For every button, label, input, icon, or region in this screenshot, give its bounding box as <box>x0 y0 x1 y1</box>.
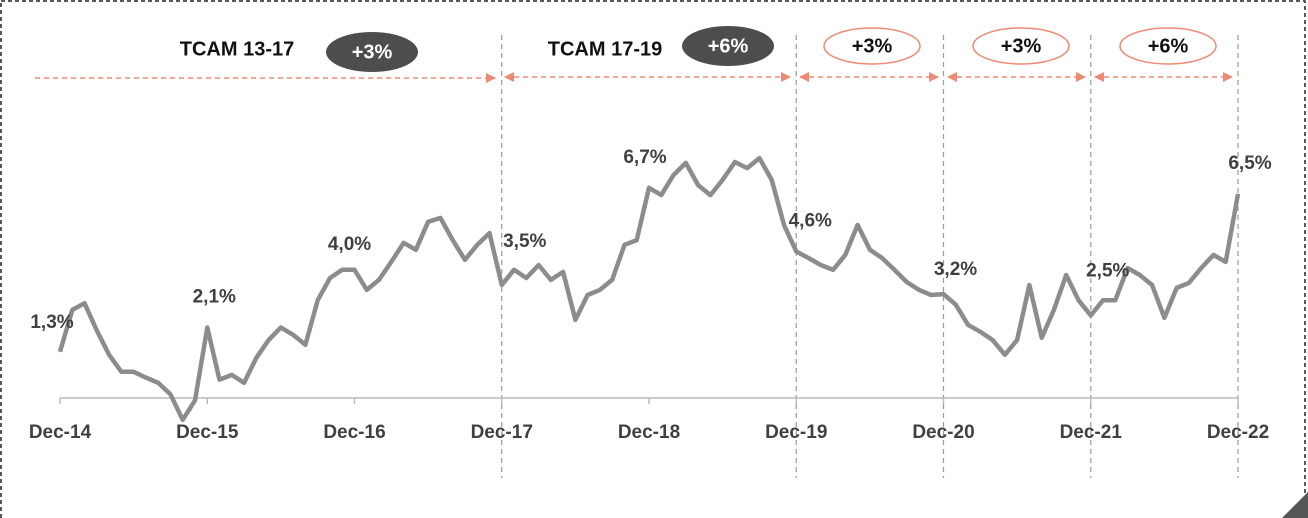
period-label: TCAM 13-17 <box>180 38 294 60</box>
rate-pill <box>823 27 921 65</box>
rate-label: +3% <box>1001 35 1042 57</box>
x-tick-label: Dec-22 <box>1207 422 1269 443</box>
x-tick-label: Dec-14 <box>29 422 92 443</box>
rate-pill <box>972 27 1070 65</box>
period-label: TCAM 17-19 <box>548 38 662 60</box>
x-tick-label: Dec-17 <box>471 422 533 443</box>
value-label: 2,1% <box>193 287 236 308</box>
rate-label: +3% <box>352 41 393 63</box>
corner <box>1282 492 1308 518</box>
x-tick-label: Dec-20 <box>912 422 974 443</box>
rate-label: +6% <box>708 35 749 57</box>
value-label: 3,2% <box>934 259 977 280</box>
x-tick-label: Dec-18 <box>618 422 680 443</box>
rate-pill <box>1119 27 1217 65</box>
line <box>57 155 1241 423</box>
x-tick-label: Dec-19 <box>765 422 827 443</box>
value-label: 4,0% <box>328 234 371 255</box>
value-label: 2,5% <box>1086 260 1129 281</box>
x-tick-label: Dec-21 <box>1060 422 1123 443</box>
rate-pill <box>682 26 774 66</box>
value-label: 6,5% <box>1228 153 1271 174</box>
value-label: 4,6% <box>789 211 832 232</box>
rate-label: +3% <box>852 35 893 57</box>
value-label: 1,3% <box>30 312 73 333</box>
x-tick-label: Dec-15 <box>176 422 239 443</box>
rate-label: +6% <box>1148 35 1189 57</box>
x-tick-label: Dec-16 <box>323 422 385 443</box>
value-label: 6,7% <box>623 147 666 168</box>
value-label: 3,5% <box>503 231 546 252</box>
rate-pill <box>326 32 418 72</box>
